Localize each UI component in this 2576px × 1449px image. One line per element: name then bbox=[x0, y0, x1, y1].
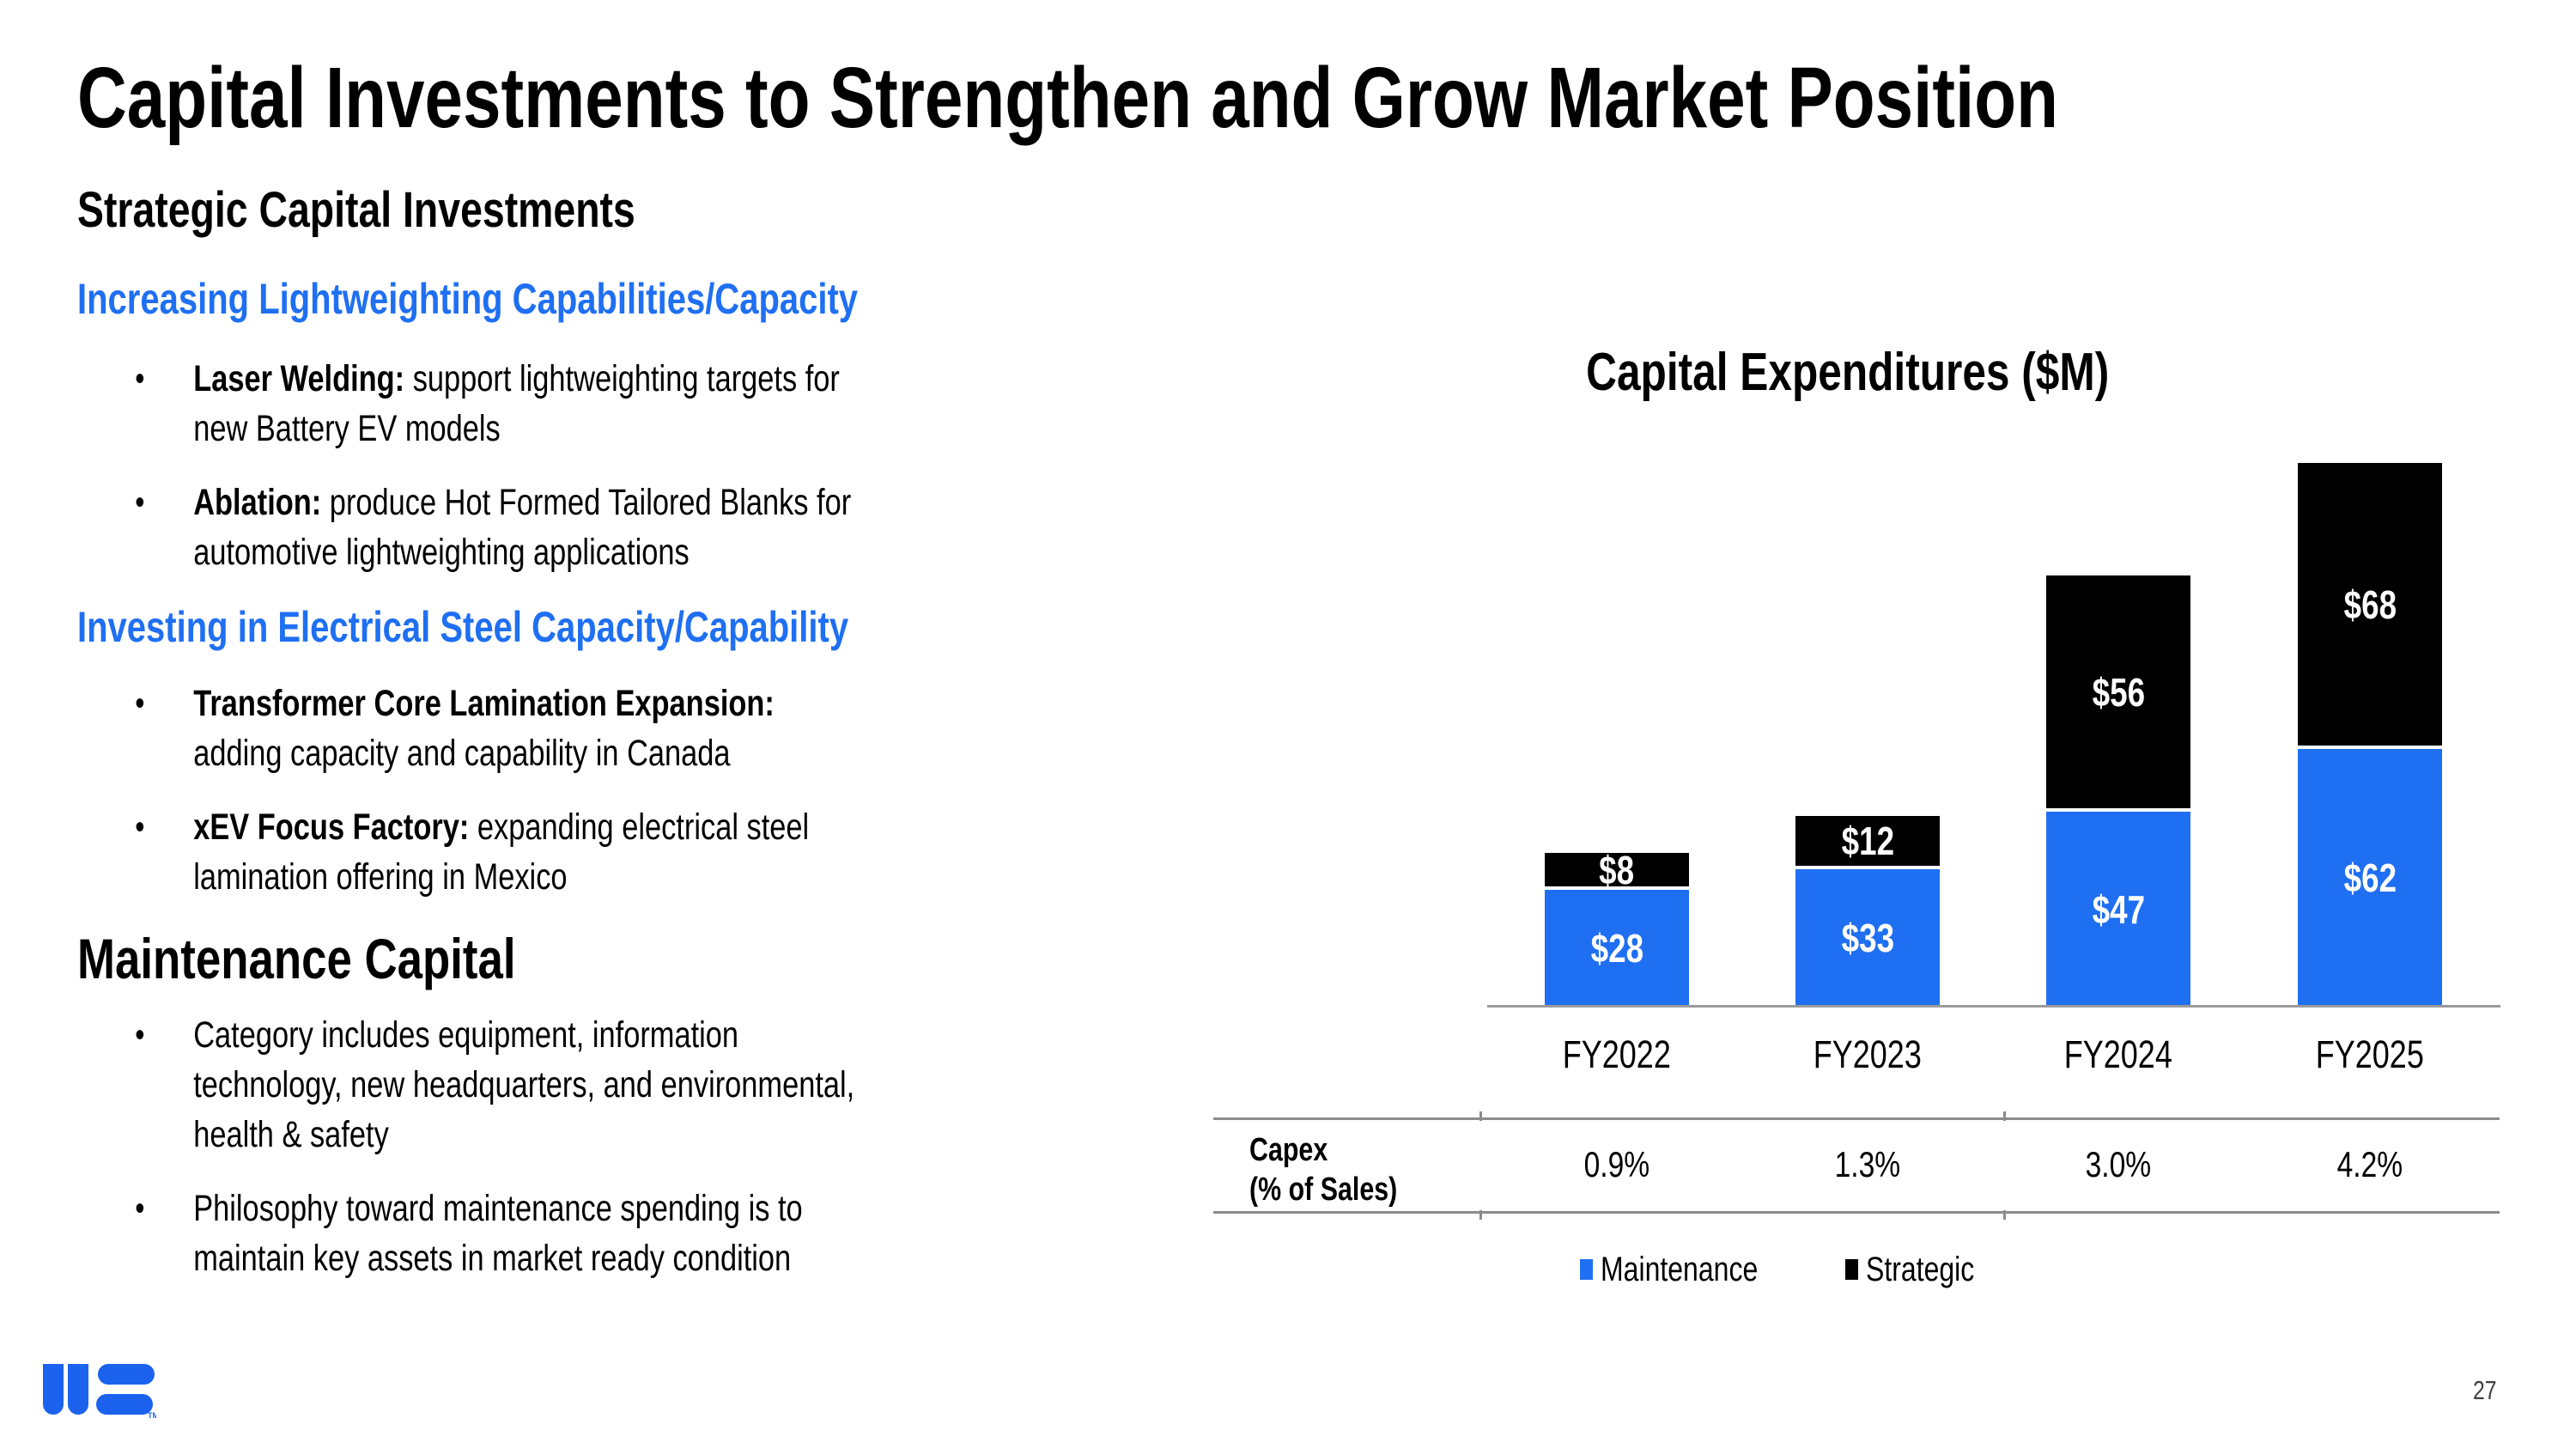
bullet-bold-lead: Laser Welding: bbox=[193, 358, 405, 399]
bar-FY2022: $8 $28 bbox=[1545, 847, 1689, 1007]
bullet-item: • Philosophy toward maintenance spending … bbox=[77, 1184, 1204, 1283]
x-axis-label-FY2022: FY2022 bbox=[1514, 1032, 1720, 1077]
logo-bar-2 bbox=[68, 1364, 88, 1415]
bullet-bold-lead: xEV Focus Factory: bbox=[193, 807, 470, 848]
chart-title: Capital Expenditures ($M) bbox=[1470, 342, 2226, 403]
bar-segment-maintenance: $47 bbox=[2046, 812, 2190, 1007]
page-number: 27 bbox=[2473, 1375, 2502, 1406]
stacked-bar-chart: $8 $28 $12 $33 $56 $47 $68 $62 bbox=[1487, 423, 2500, 1007]
legend-label-text: Maintenance bbox=[1601, 1251, 1759, 1288]
table-border-tick bbox=[2003, 1111, 2006, 1121]
capex-value-FY2025: 4.2% bbox=[2275, 1144, 2464, 1185]
capex-value-text: 1.3% bbox=[1834, 1144, 1901, 1184]
bullet-dot: • bbox=[135, 1190, 145, 1227]
bullet-item: • Laser Welding: support lightweighting t… bbox=[77, 354, 1204, 454]
capex-row-label-line2: (% of Sales) bbox=[1249, 1172, 1398, 1208]
capex-table: Capex (% of Sales) 0.9% 1.3% 3.0% 4.2% bbox=[1213, 1111, 2500, 1220]
legend-label-text: Strategic bbox=[1866, 1251, 1975, 1288]
page-title: Capital Investments to Strengthen and Gr… bbox=[77, 53, 2554, 143]
bullet-bold-lead: Ablation: bbox=[193, 482, 322, 523]
bar-value-label-maintenance: $28 bbox=[1590, 926, 1643, 971]
bullet-text: Ablation: produce Hot Formed Tailored Bl… bbox=[193, 482, 852, 573]
bullet-text: Philosophy toward maintenance spending i… bbox=[193, 1188, 803, 1279]
x-axis-label-FY2023: FY2023 bbox=[1765, 1032, 1971, 1077]
legend-item-maintenance: Maintenance bbox=[1580, 1252, 1797, 1287]
bullet-item: • Ablation: produce Hot Formed Tailored B… bbox=[77, 478, 1204, 577]
capex-value-FY2024: 3.0% bbox=[2024, 1144, 2213, 1185]
bar-value-label-strategic: $8 bbox=[1599, 847, 1635, 892]
table-border-tick bbox=[2003, 1210, 2006, 1220]
bullet-text: Transformer Core Lamination Expansion: ad… bbox=[193, 683, 775, 774]
legend-label-maintenance: Maintenance bbox=[1601, 1252, 1797, 1287]
bullet-dot: • bbox=[135, 685, 145, 722]
bar-value-label-maintenance: $62 bbox=[2343, 855, 2397, 900]
bullet-dot: • bbox=[135, 1016, 145, 1054]
page-title-text: Capital Investments to Strengthen and Gr… bbox=[77, 50, 2058, 146]
capex-row-label: Capex (% of Sales) bbox=[1249, 1130, 1434, 1209]
capex-value-text: 0.9% bbox=[1583, 1144, 1650, 1184]
left-text-column: Strategic Capital Investments Increasing… bbox=[77, 182, 1204, 1307]
chart-title-text: Capital Expenditures ($M) bbox=[1586, 343, 2110, 402]
x-axis-label-FY2025: FY2025 bbox=[2267, 1032, 2473, 1077]
bar-value-label-strategic: $56 bbox=[2092, 669, 2145, 715]
legend-swatch-strategic bbox=[1845, 1259, 1859, 1280]
bullet-item: • Category includes equipment, informatio… bbox=[77, 1010, 1204, 1160]
bar-segment-strategic: $12 bbox=[1795, 816, 1940, 869]
logo-bar-1 bbox=[43, 1364, 64, 1415]
x-axis-label-text: FY2024 bbox=[2063, 1032, 2173, 1076]
bar-segment-strategic: $68 bbox=[2298, 463, 2442, 749]
capex-value-text: 3.0% bbox=[2085, 1144, 2152, 1184]
chart-legend: Maintenance Strategic bbox=[1580, 1252, 2050, 1287]
table-border-tick bbox=[1479, 1210, 1482, 1220]
bullet-dot: • bbox=[135, 808, 145, 846]
subheading-electrical-steel: Investing in Electrical Steel Capacity/C… bbox=[77, 603, 849, 651]
x-axis-label-text: FY2023 bbox=[1813, 1032, 1923, 1076]
logo-tm: TM bbox=[148, 1411, 156, 1419]
x-axis-line bbox=[1487, 1005, 2500, 1008]
subheading-lightweighting: Increasing Lightweighting Capabilities/C… bbox=[77, 275, 859, 323]
capex-value-FY2022: 0.9% bbox=[1522, 1144, 1711, 1185]
worthington-steel-logo: TM bbox=[43, 1364, 156, 1419]
bar-FY2024: $56 $47 bbox=[2046, 575, 2190, 1007]
bullet-item: • Transformer Core Lamination Expansion: a… bbox=[77, 679, 1204, 778]
bar-segment-maintenance: $28 bbox=[1545, 890, 1689, 1007]
legend-item-strategic: Strategic bbox=[1845, 1252, 2002, 1287]
x-axis-label-text: FY2022 bbox=[1562, 1032, 1672, 1076]
page-number-text: 27 bbox=[2473, 1375, 2497, 1405]
x-axis-label-FY2024: FY2024 bbox=[2015, 1032, 2221, 1077]
logo-s-top bbox=[98, 1364, 155, 1385]
bar-FY2023: $12 $33 bbox=[1795, 816, 1940, 1007]
x-axis-label-text: FY2025 bbox=[2315, 1032, 2425, 1076]
maintenance-bullet-list: • Category includes equipment, informatio… bbox=[77, 1010, 1204, 1283]
legend-swatch-maintenance bbox=[1580, 1259, 1593, 1280]
bar-segment-strategic: $56 bbox=[2046, 575, 2190, 812]
bar-value-label-strategic: $68 bbox=[2343, 581, 2397, 627]
bullet-text: Laser Welding: support lightweighting ta… bbox=[193, 358, 840, 449]
bar-FY2025: $68 $62 bbox=[2298, 463, 2442, 1007]
bullet-bold-lead: Transformer Core Lamination Expansion: bbox=[193, 683, 775, 724]
bullet-dot: • bbox=[135, 360, 145, 398]
capex-value-text: 4.2% bbox=[2336, 1144, 2403, 1184]
capex-row-label-line1: Capex bbox=[1249, 1132, 1328, 1168]
section-strategic-capital-title: Strategic Capital Investments bbox=[77, 182, 635, 238]
bullet-item: • xEV Focus Factory: expanding electrical… bbox=[77, 802, 1204, 902]
bar-segment-maintenance: $62 bbox=[2298, 749, 2442, 1007]
section-maintenance-capital-title: Maintenance Capital bbox=[77, 927, 516, 990]
bullet-text: Category includes equipment, information… bbox=[193, 1014, 855, 1155]
bar-value-label-maintenance: $33 bbox=[1841, 916, 1894, 960]
bar-value-label-maintenance: $47 bbox=[2092, 886, 2145, 932]
logo-s-bottom bbox=[96, 1394, 153, 1415]
table-border-tick bbox=[1479, 1111, 1482, 1121]
electrical-steel-bullet-list: • Transformer Core Lamination Expansion: a… bbox=[77, 679, 1204, 902]
bullet-dot: • bbox=[135, 484, 145, 521]
bar-segment-maintenance: $33 bbox=[1795, 869, 1940, 1007]
legend-label-strategic: Strategic bbox=[1866, 1252, 2002, 1287]
bullet-text: xEV Focus Factory: expanding electrical … bbox=[193, 807, 810, 898]
lightweighting-bullet-list: • Laser Welding: support lightweighting t… bbox=[77, 354, 1204, 577]
capex-value-FY2023: 1.3% bbox=[1773, 1144, 1962, 1185]
bar-value-label-strategic: $12 bbox=[1841, 819, 1894, 863]
bar-segment-strategic: $8 bbox=[1545, 847, 1689, 892]
